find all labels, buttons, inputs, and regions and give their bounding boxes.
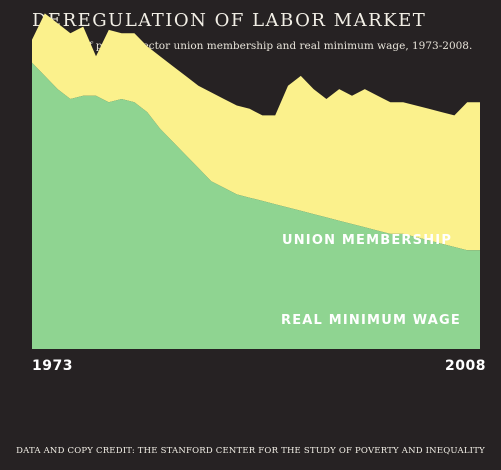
x-axis-start-label: 1973 bbox=[32, 358, 73, 374]
page-title: DEREGULATION OF LABOR MARKET bbox=[32, 10, 427, 31]
area-union-membership bbox=[32, 13, 480, 251]
area-real-minimum-wage bbox=[32, 62, 480, 350]
series-label-union-membership: UNION MEMBERSHIP bbox=[282, 233, 452, 248]
credit-footer: DATA AND COPY CREDIT: THE STANFORD CENTE… bbox=[16, 446, 485, 456]
x-axis-end-label: 2008 bbox=[445, 358, 486, 374]
series-label-real-minimum-wage: REAL MINIMUM WAGE bbox=[281, 313, 461, 328]
